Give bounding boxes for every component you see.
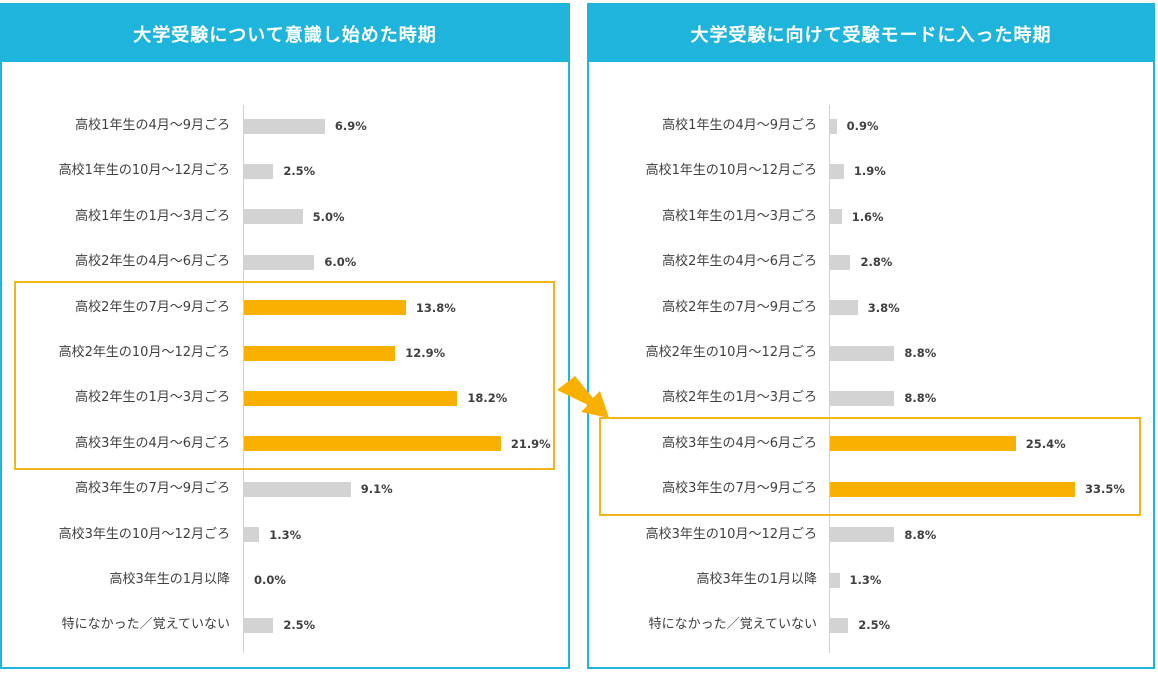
y-axis-line <box>829 105 830 653</box>
value-label: 18.2% <box>467 391 508 406</box>
value-label: 8.8% <box>904 527 937 542</box>
category-label: 高校2年生の4月～6月ごろ <box>75 254 230 270</box>
category-label: 高校1年生の1月～3月ごろ <box>75 208 230 224</box>
bar-highlighted <box>244 345 396 361</box>
bar <box>830 390 895 406</box>
chart-panel-left: 大学受験について意識し始めた時期 高校1年生の4月～9月ごろ 6.9% 高校1年生の… <box>0 3 570 669</box>
bar <box>830 300 858 316</box>
value-label: 8.8% <box>904 346 937 360</box>
chart-title-left: 大学受験について意識し始めた時期 <box>2 5 568 62</box>
bar <box>830 617 849 633</box>
bar <box>244 527 260 543</box>
highlight-box <box>14 280 555 471</box>
category-label: 高校1年生の10月～12月ごろ <box>58 163 230 179</box>
value-label: 1.3% <box>849 573 882 587</box>
category-label: 高校2年生の10月～12月ごろ <box>58 345 230 360</box>
arrow-shape <box>557 376 609 418</box>
value-label: 1.6% <box>851 209 884 224</box>
value-label: 1.9% <box>853 164 886 179</box>
value-label: 0.9% <box>846 119 879 133</box>
value-label: 1.3% <box>269 527 302 542</box>
category-label: 高校1年生の4月～9月ごろ <box>662 118 817 133</box>
plot-area-right: 高校1年生の4月～9月ごろ 0.9% 高校1年生の10月～12月ごろ 1.9% 高校1年… <box>589 5 1153 667</box>
bar <box>244 163 274 179</box>
value-label: 21.9% <box>510 436 551 451</box>
value-label: 8.8% <box>904 391 937 406</box>
value-label: 12.9% <box>405 346 446 360</box>
value-label: 13.8% <box>415 300 456 315</box>
category-label: 高校3年生の4月～6月ごろ <box>75 435 230 451</box>
category-label: 高校1年生の10月～12月ごろ <box>645 163 817 179</box>
plot-area-left: 高校1年生の4月～9月ごろ 6.9% 高校1年生の10月～12月ごろ 2.5% 高校1年… <box>2 5 568 667</box>
category-label: 高校1年生の4月～9月ごろ <box>75 118 230 133</box>
category-label: 高校1年生の1月～3月ごろ <box>662 208 817 224</box>
category-label: 特になかった／覚えていない <box>61 617 230 633</box>
category-label: 高校2年生の1月～3月ごろ <box>662 390 817 406</box>
bar-highlighted <box>244 300 406 316</box>
category-label: 高校2年生の4月～6月ごろ <box>662 254 817 270</box>
bar <box>244 209 303 225</box>
category-label: 高校3年生の7月～9月ごろ <box>75 481 230 497</box>
bar <box>244 481 351 497</box>
value-label: 9.1% <box>360 482 393 497</box>
bar <box>830 345 895 361</box>
category-label: 高校2年生の7月～9月ごろ <box>662 299 817 315</box>
category-label: 高校3年生の10月～12月ごろ <box>645 526 817 542</box>
bar <box>830 572 840 588</box>
bar <box>830 163 844 179</box>
value-label: 0.0% <box>254 573 286 587</box>
category-label: 高校3年生の1月以降 <box>696 572 817 587</box>
value-label: 2.5% <box>283 618 316 633</box>
value-label: 2.5% <box>283 164 316 179</box>
category-label: 高校3年生の7月～9月ごろ <box>662 481 817 497</box>
category-label: 高校3年生の4月～6月ごろ <box>662 435 817 451</box>
chart-panel-right: 大学受験に向けて受験モードに入った時期 高校1年生の4月～9月ごろ 0.9% 高校1… <box>587 3 1155 669</box>
category-label: 高校2年生の10月～12月ごろ <box>645 345 817 360</box>
bar <box>830 254 851 270</box>
bar <box>244 617 274 633</box>
bar-highlighted <box>830 436 1016 452</box>
arrow-right-icon <box>557 376 609 418</box>
value-label: 25.4% <box>1025 436 1066 451</box>
value-label: 6.0% <box>324 255 357 270</box>
chart-title-right: 大学受験に向けて受験モードに入った時期 <box>589 5 1153 62</box>
value-label: 33.5% <box>1085 482 1125 497</box>
bar <box>830 527 895 543</box>
category-label: 特になかった／覚えていない <box>648 617 817 633</box>
value-label: 3.8% <box>867 300 900 315</box>
category-label: 高校2年生の1月～3月ごろ <box>75 390 230 406</box>
value-label: 2.5% <box>858 618 891 633</box>
bar-highlighted <box>244 390 458 406</box>
category-label: 高校3年生の1月以降 <box>109 572 230 587</box>
value-label: 5.0% <box>312 209 345 224</box>
highlight-box <box>599 417 1141 516</box>
y-axis-line <box>243 105 244 653</box>
category-label: 高校2年生の7月～9月ごろ <box>75 299 230 315</box>
bar <box>830 209 842 225</box>
bar <box>244 118 325 134</box>
bar-highlighted <box>830 481 1075 497</box>
value-label: 2.8% <box>860 255 893 270</box>
value-label: 6.9% <box>334 119 367 133</box>
bar-highlighted <box>244 436 501 452</box>
category-label: 高校3年生の10月～12月ごろ <box>58 526 230 542</box>
bar <box>830 118 837 134</box>
bar <box>244 254 315 270</box>
